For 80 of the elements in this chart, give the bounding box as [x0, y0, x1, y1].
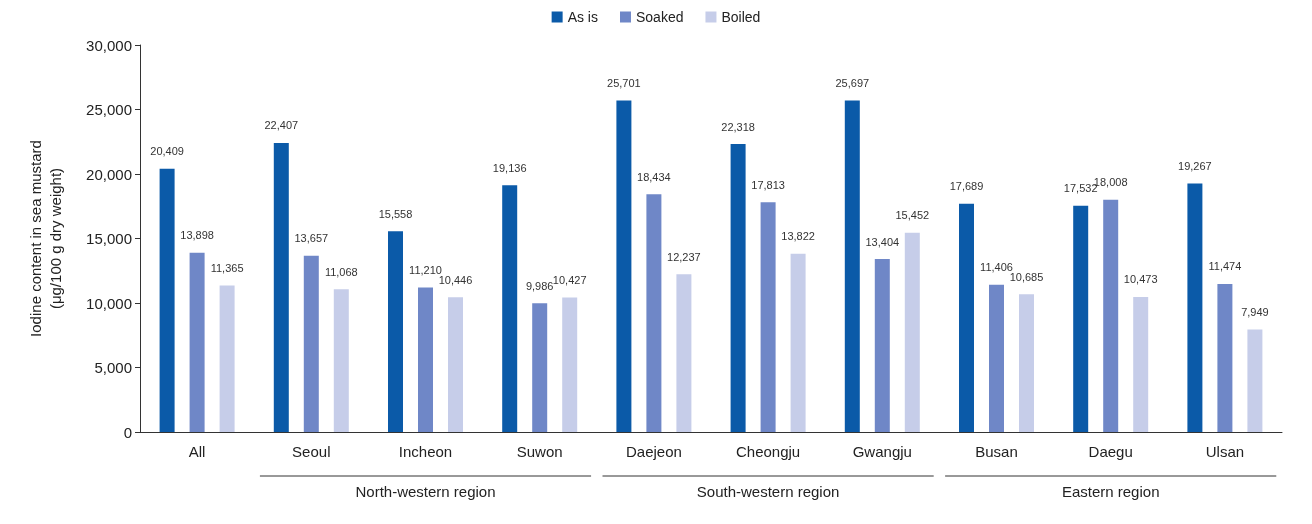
data-label: 11,365 [210, 261, 244, 274]
bar [760, 202, 776, 432]
legend-label: Boiled [721, 9, 761, 25]
y-tick-label: 20,000 [86, 165, 132, 183]
y-tick-label: 25,000 [86, 101, 132, 118]
bar [646, 194, 662, 432]
data-label: 10,473 [1123, 273, 1158, 286]
x-tick-label: Cheongju [735, 443, 801, 460]
data-label: 11,474 [1208, 260, 1242, 273]
x-tick-label: Daegu [1088, 443, 1133, 460]
bar [388, 231, 403, 432]
data-label: 7,949 [1241, 305, 1269, 318]
data-label: 13,822 [781, 230, 815, 243]
data-label: 19,267 [1178, 159, 1212, 172]
bar [616, 100, 632, 432]
x-tick-label: Gwangju [852, 443, 912, 460]
bar [1247, 329, 1263, 432]
data-label: 15,452 [895, 209, 930, 222]
y-tick-label: 0 [123, 423, 132, 441]
data-label: 12,237 [667, 250, 701, 263]
bar [1217, 283, 1233, 432]
y-tick-label: 30,000 [86, 36, 132, 54]
y-tick-label: 5,000 [94, 359, 132, 376]
bar [418, 287, 433, 432]
data-label: 22,318 [721, 120, 755, 133]
text: North-western region [355, 483, 496, 500]
bar [730, 144, 746, 432]
data-label: 25,697 [835, 77, 870, 90]
data-label: 20,409 [150, 145, 184, 158]
bar [303, 255, 319, 432]
data-label: 11,068 [324, 265, 358, 278]
bar [448, 297, 463, 432]
data-label: 10,427 [552, 273, 587, 286]
x-tick-label: Daejeon [625, 443, 682, 460]
x-tick-label: Incheon [398, 443, 453, 460]
legend-label: Soaked [635, 9, 684, 25]
bar [959, 203, 974, 432]
text: Eastern region [1061, 483, 1160, 500]
bar [874, 259, 890, 432]
y-tick-label: 15,000 [86, 230, 132, 247]
data-label: 9,986 [525, 279, 554, 292]
bar [159, 168, 175, 432]
data-label: 22,407 [264, 119, 299, 132]
bar [219, 285, 235, 432]
x-tick-label: Seoul [292, 443, 331, 460]
legend-label: As is [567, 9, 598, 25]
data-label: 17,689 [949, 180, 984, 193]
data-label: 25,701 [607, 76, 641, 89]
bar [502, 185, 518, 432]
data-label: 18,434 [637, 170, 671, 183]
bar [532, 303, 548, 432]
text: South-western region [696, 483, 840, 500]
data-label: 13,898 [180, 229, 214, 242]
x-tick-label: Suwon [516, 443, 563, 460]
data-label: 10,446 [438, 273, 473, 286]
y-tick-label: 10,000 [86, 294, 132, 312]
bar [1073, 205, 1089, 432]
x-tick-label: Busan [975, 443, 1018, 460]
y-axis-title: Iodine content in sea mustard (μg/100 g dry weight) [26, 140, 64, 337]
bar [273, 142, 289, 432]
data-label: 19,136 [492, 161, 527, 174]
bar [676, 274, 692, 432]
data-label: 17,813 [751, 178, 785, 191]
bar [1133, 296, 1149, 432]
data-label: 13,404 [865, 235, 900, 248]
bar [1019, 294, 1034, 432]
x-tick-label: Ulsan [1205, 443, 1245, 460]
bar [333, 289, 349, 432]
bar [1103, 199, 1119, 432]
bar [904, 232, 920, 432]
data-label: 15,558 [378, 207, 413, 220]
bar [989, 284, 1004, 432]
bar [790, 253, 806, 432]
data-label: 11,210 [409, 263, 442, 276]
bar [844, 100, 860, 432]
bar [562, 297, 578, 432]
data-label: 13,657 [294, 232, 329, 245]
x-tick-label: All [188, 443, 206, 460]
bar [1187, 183, 1203, 432]
bar [189, 252, 205, 432]
